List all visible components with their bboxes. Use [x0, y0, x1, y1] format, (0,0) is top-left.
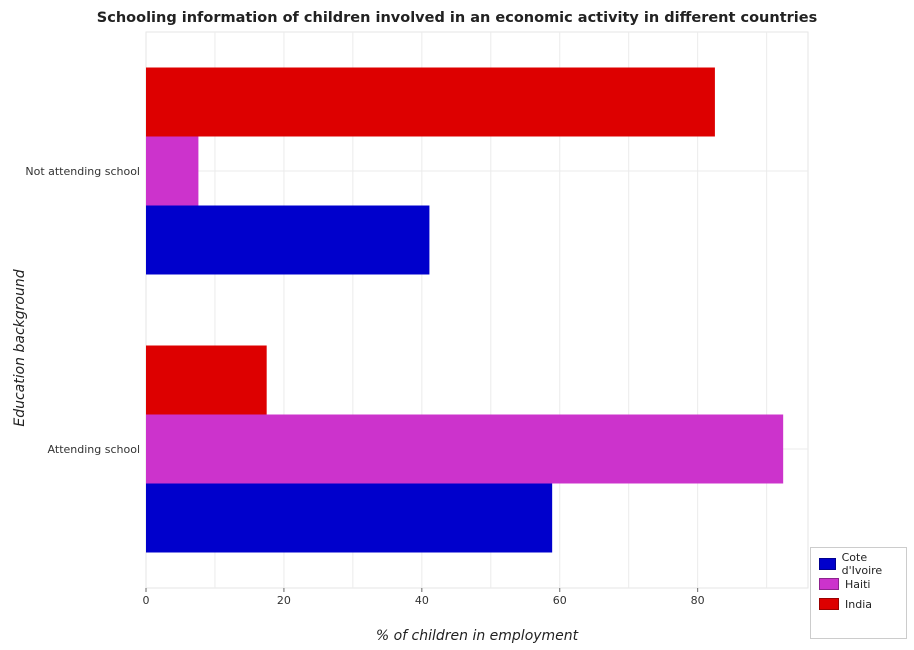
legend-label: Cote d'Ivoire [841, 551, 883, 577]
legend-swatch [819, 578, 839, 590]
y-tick-label: Not attending school [25, 165, 140, 178]
chart-title: Schooling information of children involv… [96, 10, 818, 26]
bar [146, 483, 553, 553]
y-tick-label: Attending school [48, 443, 140, 456]
x-tick-label: 20 [277, 594, 291, 607]
legend-item-india: India [819, 594, 898, 614]
x-axis-label: % of children in employment [375, 628, 579, 644]
legend-label: Haiti [845, 577, 871, 591]
bar [146, 205, 430, 275]
x-tick-label: 60 [553, 594, 567, 607]
legend-swatch [819, 558, 836, 570]
bar [146, 345, 267, 415]
x-tick-label: 40 [415, 594, 429, 607]
x-tick-label: 80 [691, 594, 705, 607]
bar [146, 414, 784, 484]
legend: Cote d'Ivoire Haiti India [810, 547, 907, 639]
x-tick-label: 0 [143, 594, 150, 607]
legend-label: India [845, 597, 872, 611]
bars [146, 67, 784, 553]
y-axis-label: Education background [12, 269, 28, 427]
axes: Not attending school Attending school 0 20 4… [25, 165, 704, 607]
legend-item-cote-divoire: Cote d'Ivoire [819, 551, 898, 577]
legend-item-haiti: Haiti [819, 574, 898, 594]
bar [146, 67, 715, 137]
legend-swatch [819, 598, 839, 610]
bar [146, 136, 199, 206]
